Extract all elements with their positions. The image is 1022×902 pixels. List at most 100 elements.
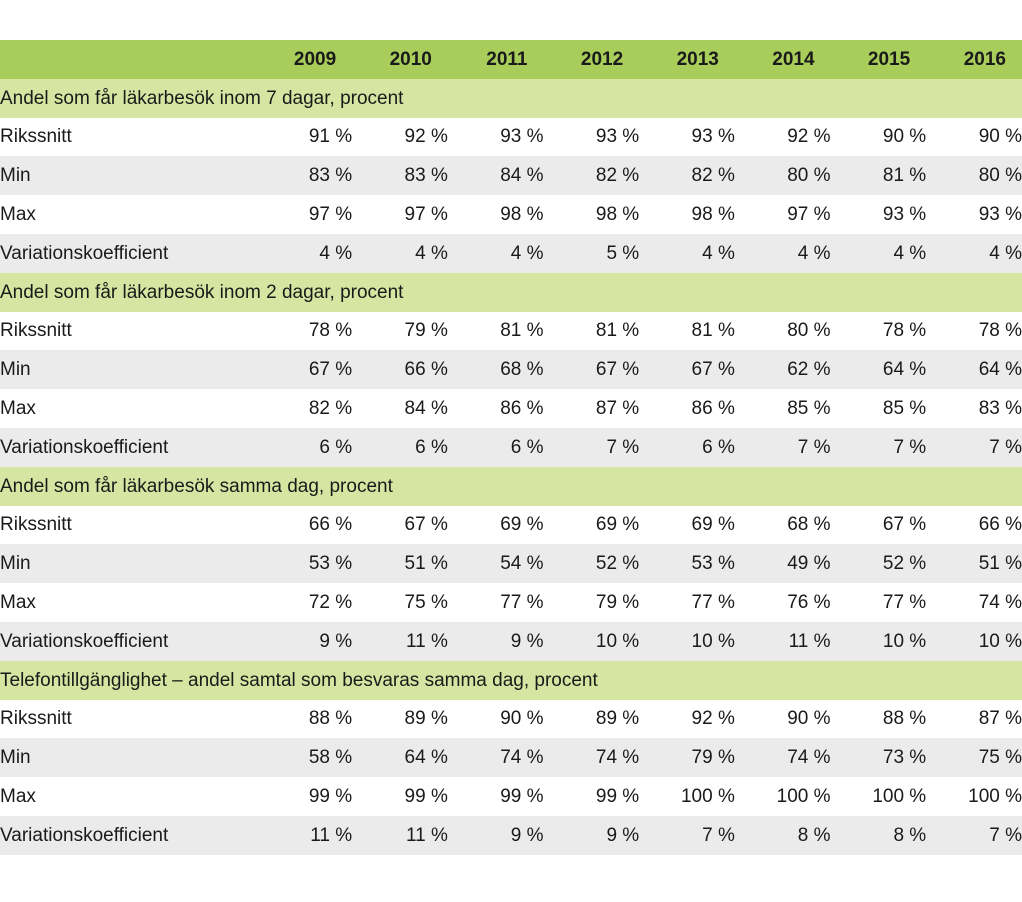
value-cell-2016: 78 % xyxy=(978,320,1022,342)
value-cell-2011: 99 % xyxy=(500,786,544,808)
value-cell-2013: 77 % xyxy=(691,592,735,614)
table-row: Max 97 % 97 % 98 % 98 % 98 % 97 % 93 % 93 % xyxy=(0,195,1022,234)
value-cell-2009: 66 % xyxy=(308,514,353,536)
value-cell-2016: 66 % xyxy=(978,514,1022,536)
value-cell-2016: 10 % xyxy=(978,630,1022,652)
section-title: Andel som får läkarbesök samma dag, proc… xyxy=(0,475,393,497)
table-row: Rikssnitt 88 % 89 % 90 % 89 % 92 % 90 % 88 % 87 … xyxy=(0,699,1022,739)
value-cell-2009: 58 % xyxy=(308,747,353,769)
year-header-2015: 2015 xyxy=(867,48,911,70)
value-cell-2014: 68 % xyxy=(787,514,831,536)
row-label: Min xyxy=(0,165,31,187)
value-cell-2013: 92 % xyxy=(691,708,735,730)
table-row: Variationskoefficient 11 % 11 % 9 % 9 % 7 % 8 … xyxy=(0,815,1022,855)
value-cell-2009: 83 % xyxy=(308,165,353,187)
value-cell-2013: 6 % xyxy=(702,436,735,458)
value-cell-2014: 62 % xyxy=(787,359,831,381)
value-cell-2013: 69 % xyxy=(691,514,735,536)
row-label: Min xyxy=(0,359,31,381)
value-cell-2016: 7 % xyxy=(989,824,1022,846)
value-cell-2012: 93 % xyxy=(595,126,640,148)
value-cell-2009: 6 % xyxy=(319,436,353,458)
row-label: Min xyxy=(0,553,31,575)
value-cell-2013: 79 % xyxy=(691,747,735,769)
value-cell-2011: 4 % xyxy=(510,242,544,264)
table-row: Variationskoefficient 6 % 6 % 6 % 7 % 6 % 7 % 7… xyxy=(0,427,1022,467)
value-cell-2015: 10 % xyxy=(882,630,927,652)
value-cell-2015: 4 % xyxy=(893,242,927,264)
row-label: Rikssnitt xyxy=(0,708,72,730)
value-cell-2012: 74 % xyxy=(595,747,640,769)
value-cell-2011: 84 % xyxy=(500,165,544,187)
value-cell-2010: 89 % xyxy=(404,708,448,730)
header-row: 2009 2010 2011 2012 2013 2014 2015 2016 xyxy=(0,40,1022,79)
value-cell-2015: 77 % xyxy=(882,592,927,614)
row-label: Rikssnitt xyxy=(0,126,72,148)
value-cell-2016: 4 % xyxy=(989,242,1022,264)
value-cell-2015: 93 % xyxy=(882,204,927,226)
value-cell-2011: 68 % xyxy=(500,359,544,381)
value-cell-2011: 81 % xyxy=(500,320,544,342)
value-cell-2009: 99 % xyxy=(308,786,353,808)
value-cell-2016: 83 % xyxy=(978,398,1022,420)
row-label: Max xyxy=(0,398,36,420)
value-cell-2013: 67 % xyxy=(691,359,735,381)
value-cell-2014: 4 % xyxy=(797,242,831,264)
value-cell-2015: 78 % xyxy=(882,320,927,342)
value-cell-2011: 6 % xyxy=(510,436,544,458)
statistics-table: 2009 2010 2011 2012 2013 2014 2015 2016 Andel s… xyxy=(0,40,1022,855)
value-cell-2015: 88 % xyxy=(882,708,927,730)
value-cell-2014: 100 % xyxy=(776,786,831,808)
value-cell-2009: 72 % xyxy=(308,592,353,614)
section-header-row: Telefontillgänglighet – andel samtal som… xyxy=(0,660,1022,700)
section-title: Andel som får läkarbesök inom 7 dagar, p… xyxy=(0,87,404,109)
year-header-2014: 2014 xyxy=(772,48,815,70)
value-cell-2015: 64 % xyxy=(882,359,927,381)
value-cell-2009: 78 % xyxy=(308,320,353,342)
value-cell-2015: 85 % xyxy=(882,398,927,420)
year-header-2016: 2016 xyxy=(963,48,1006,70)
value-cell-2012: 7 % xyxy=(606,436,640,458)
row-label: Rikssnitt xyxy=(0,514,72,536)
value-cell-2013: 86 % xyxy=(691,398,735,420)
value-cell-2015: 73 % xyxy=(882,747,927,769)
value-cell-2014: 8 % xyxy=(797,824,831,846)
table-row: Max 72 % 75 % 77 % 79 % 77 % 76 % 77 % 74 % xyxy=(0,583,1022,622)
value-cell-2012: 10 % xyxy=(595,630,640,652)
section-title: Telefontillgänglighet – andel samtal som… xyxy=(0,669,598,691)
value-cell-2012: 52 % xyxy=(595,553,640,575)
section-title: Andel som får läkarbesök inom 2 dagar, p… xyxy=(0,281,404,303)
value-cell-2012: 67 % xyxy=(595,359,640,381)
value-cell-2012: 89 % xyxy=(595,708,640,730)
value-cell-2016: 80 % xyxy=(978,165,1022,187)
value-cell-2015: 81 % xyxy=(882,165,927,187)
value-cell-2016: 51 % xyxy=(978,553,1022,575)
year-header-2012: 2012 xyxy=(580,48,624,70)
value-cell-2016: 74 % xyxy=(978,592,1022,614)
value-cell-2015: 90 % xyxy=(882,126,927,148)
value-cell-2011: 86 % xyxy=(500,398,544,420)
table-row: Rikssnitt 66 % 67 % 69 % 69 % 69 % 68 % 67 % 66 … xyxy=(0,505,1022,545)
value-cell-2016: 75 % xyxy=(978,747,1022,769)
table-row: Min 67 % 66 % 68 % 67 % 67 % 62 % 64 % 64 % xyxy=(0,350,1022,390)
value-cell-2014: 74 % xyxy=(787,747,831,769)
table-row: Min 53 % 51 % 54 % 52 % 53 % 49 % 52 % 51 % xyxy=(0,544,1022,584)
year-header-2011: 2011 xyxy=(486,48,528,70)
value-cell-2012: 82 % xyxy=(595,165,640,187)
section-header-row: Andel som får läkarbesök samma dag, proc… xyxy=(0,466,1022,506)
value-cell-2012: 9 % xyxy=(606,824,640,846)
value-cell-2015: 52 % xyxy=(882,553,927,575)
value-cell-2009: 91 % xyxy=(308,126,353,148)
value-cell-2015: 7 % xyxy=(893,436,927,458)
table-row: Rikssnitt 91 % 92 % 93 % 93 % 93 % 92 % 90 % 90 … xyxy=(0,117,1022,157)
row-label: Max xyxy=(0,204,36,226)
value-cell-2013: 82 % xyxy=(691,165,735,187)
value-cell-2014: 80 % xyxy=(787,320,831,342)
row-label: Variationskoefficient xyxy=(0,824,169,846)
value-cell-2010: 92 % xyxy=(404,126,448,148)
section-header-row: Andel som får läkarbesök inom 7 dagar, p… xyxy=(0,78,1022,118)
value-cell-2009: 9 % xyxy=(319,630,353,652)
value-cell-2014: 76 % xyxy=(787,592,831,614)
value-cell-2010: 83 % xyxy=(404,165,448,187)
value-cell-2013: 4 % xyxy=(702,242,735,264)
